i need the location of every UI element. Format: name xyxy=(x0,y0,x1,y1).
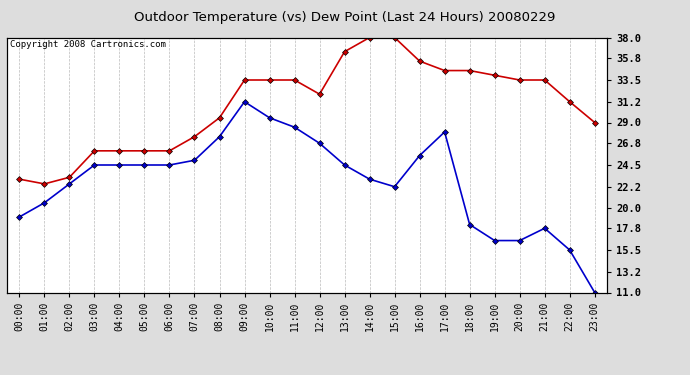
Text: Copyright 2008 Cartronics.com: Copyright 2008 Cartronics.com xyxy=(10,40,166,49)
Text: Outdoor Temperature (vs) Dew Point (Last 24 Hours) 20080229: Outdoor Temperature (vs) Dew Point (Last… xyxy=(135,11,555,24)
